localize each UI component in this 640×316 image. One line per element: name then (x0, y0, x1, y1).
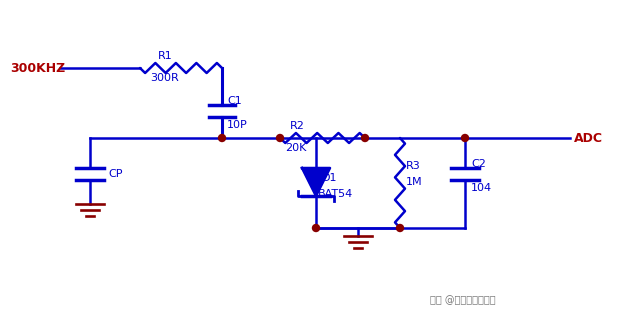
Circle shape (362, 135, 369, 142)
Text: CP: CP (108, 169, 122, 179)
Text: R2: R2 (290, 121, 305, 131)
Text: BAT54: BAT54 (318, 189, 353, 199)
Text: 20K: 20K (285, 143, 307, 153)
Text: R1: R1 (158, 51, 173, 61)
Text: 300R: 300R (150, 73, 179, 83)
Text: 1M: 1M (406, 177, 422, 187)
Polygon shape (302, 168, 330, 196)
Text: ADC: ADC (574, 131, 603, 144)
Circle shape (218, 135, 225, 142)
Text: D1: D1 (322, 173, 337, 183)
Text: 10P: 10P (227, 120, 248, 130)
Text: 300KHZ: 300KHZ (10, 62, 65, 75)
Text: R3: R3 (406, 161, 420, 171)
Circle shape (461, 135, 468, 142)
Text: 头条 @和我一起学电子: 头条 @和我一起学电子 (430, 295, 495, 305)
Circle shape (397, 224, 403, 232)
Circle shape (312, 224, 319, 232)
Circle shape (276, 135, 284, 142)
Text: C2: C2 (471, 159, 486, 169)
Text: C1: C1 (227, 96, 242, 106)
Text: 104: 104 (471, 183, 492, 193)
